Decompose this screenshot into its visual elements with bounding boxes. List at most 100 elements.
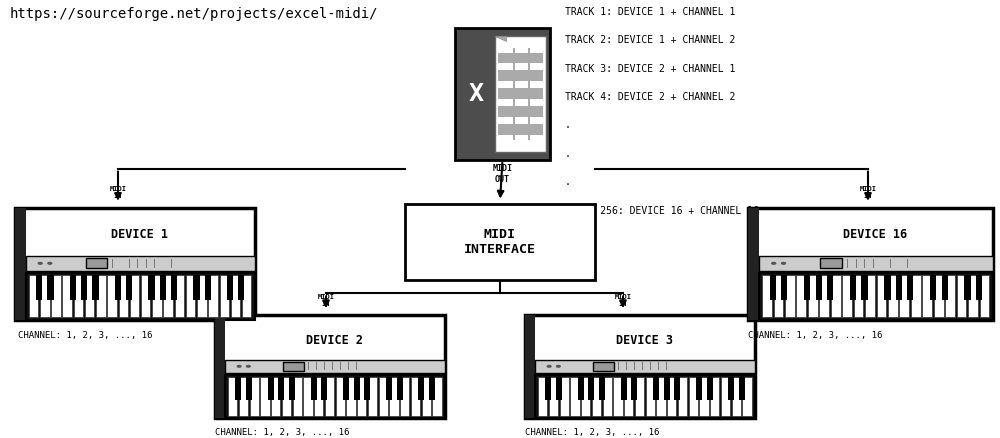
Bar [781, 275, 787, 300]
Bar [556, 377, 562, 400]
Bar [36, 275, 42, 300]
Bar [314, 377, 323, 416]
Bar [545, 377, 551, 400]
Bar [152, 275, 162, 318]
Bar [707, 377, 713, 400]
Bar [429, 377, 435, 400]
Bar [343, 377, 349, 400]
Bar [283, 362, 304, 371]
Bar [785, 275, 795, 318]
Bar [759, 273, 993, 320]
Bar [578, 377, 584, 400]
Bar [227, 275, 233, 300]
Bar [742, 377, 752, 416]
Bar [762, 275, 772, 318]
Bar [411, 377, 420, 416]
Text: .: . [565, 120, 571, 131]
Bar [535, 375, 755, 418]
Bar [728, 377, 734, 400]
Bar [175, 275, 184, 318]
Bar [653, 377, 659, 400]
Bar [831, 275, 841, 318]
Bar [15, 208, 255, 320]
Bar [74, 275, 83, 318]
Bar [842, 275, 852, 318]
Text: CHANNEL: 1, 2, 3, ..., 16: CHANNEL: 1, 2, 3, ..., 16 [748, 331, 882, 340]
Bar [346, 377, 356, 416]
Bar [525, 315, 535, 418]
Bar [498, 106, 543, 117]
Bar [215, 315, 445, 418]
Text: CHANNEL: 1, 2, 3, ..., 16: CHANNEL: 1, 2, 3, ..., 16 [215, 428, 349, 438]
Bar [397, 377, 403, 400]
Bar [271, 377, 280, 416]
Bar [820, 258, 842, 268]
Bar [664, 377, 670, 400]
Bar [498, 88, 543, 99]
Bar [386, 377, 392, 400]
Text: TRACK 2: DEVICE 1 + CHANNEL 2: TRACK 2: DEVICE 1 + CHANNEL 2 [565, 35, 735, 45]
Bar [816, 275, 822, 300]
Circle shape [782, 262, 785, 264]
Bar [321, 377, 327, 400]
Bar [289, 377, 295, 400]
Bar [513, 48, 515, 141]
Bar [945, 275, 955, 318]
Bar [220, 275, 229, 318]
Bar [354, 377, 360, 400]
Bar [674, 377, 680, 400]
Text: X: X [468, 82, 483, 106]
Bar [29, 275, 38, 318]
Bar [85, 275, 94, 318]
Bar [710, 377, 719, 416]
Bar [389, 377, 399, 416]
Bar [364, 377, 370, 400]
Bar [922, 275, 932, 318]
Bar [193, 275, 200, 300]
Bar [126, 275, 132, 300]
Text: MIDI
INTERFACE: MIDI INTERFACE [464, 228, 536, 256]
Bar [980, 275, 989, 318]
Bar [535, 360, 755, 373]
Bar [911, 275, 921, 318]
Bar [498, 71, 543, 81]
Bar [884, 275, 891, 300]
Bar [804, 275, 810, 300]
Bar [888, 275, 898, 318]
Circle shape [237, 365, 241, 367]
Circle shape [38, 262, 42, 264]
Bar [357, 377, 366, 416]
Bar [86, 258, 107, 268]
Bar [635, 377, 644, 416]
Bar [599, 377, 605, 400]
Bar [141, 275, 150, 318]
Bar [899, 275, 909, 318]
Bar [268, 377, 274, 400]
Bar [593, 362, 614, 371]
Bar [235, 377, 241, 400]
Bar [613, 377, 623, 416]
Bar [231, 275, 240, 318]
Bar [964, 275, 971, 300]
Bar [81, 275, 87, 300]
Bar [896, 275, 902, 300]
Polygon shape [495, 36, 506, 41]
Bar [303, 377, 313, 416]
Bar [15, 208, 26, 320]
Bar [942, 275, 948, 300]
Bar [748, 208, 759, 320]
Bar [246, 377, 252, 400]
Bar [325, 377, 334, 416]
Text: TRACK 256: DEVICE 16 + CHANNEL 16: TRACK 256: DEVICE 16 + CHANNEL 16 [565, 206, 759, 216]
Bar [827, 275, 833, 300]
Bar [721, 377, 730, 416]
Circle shape [557, 365, 560, 367]
Bar [115, 275, 121, 300]
Bar [92, 275, 99, 300]
Bar [148, 275, 155, 300]
Bar [796, 275, 806, 318]
Bar [225, 360, 445, 373]
Bar [368, 377, 377, 416]
Circle shape [772, 262, 776, 264]
Bar [130, 275, 139, 318]
